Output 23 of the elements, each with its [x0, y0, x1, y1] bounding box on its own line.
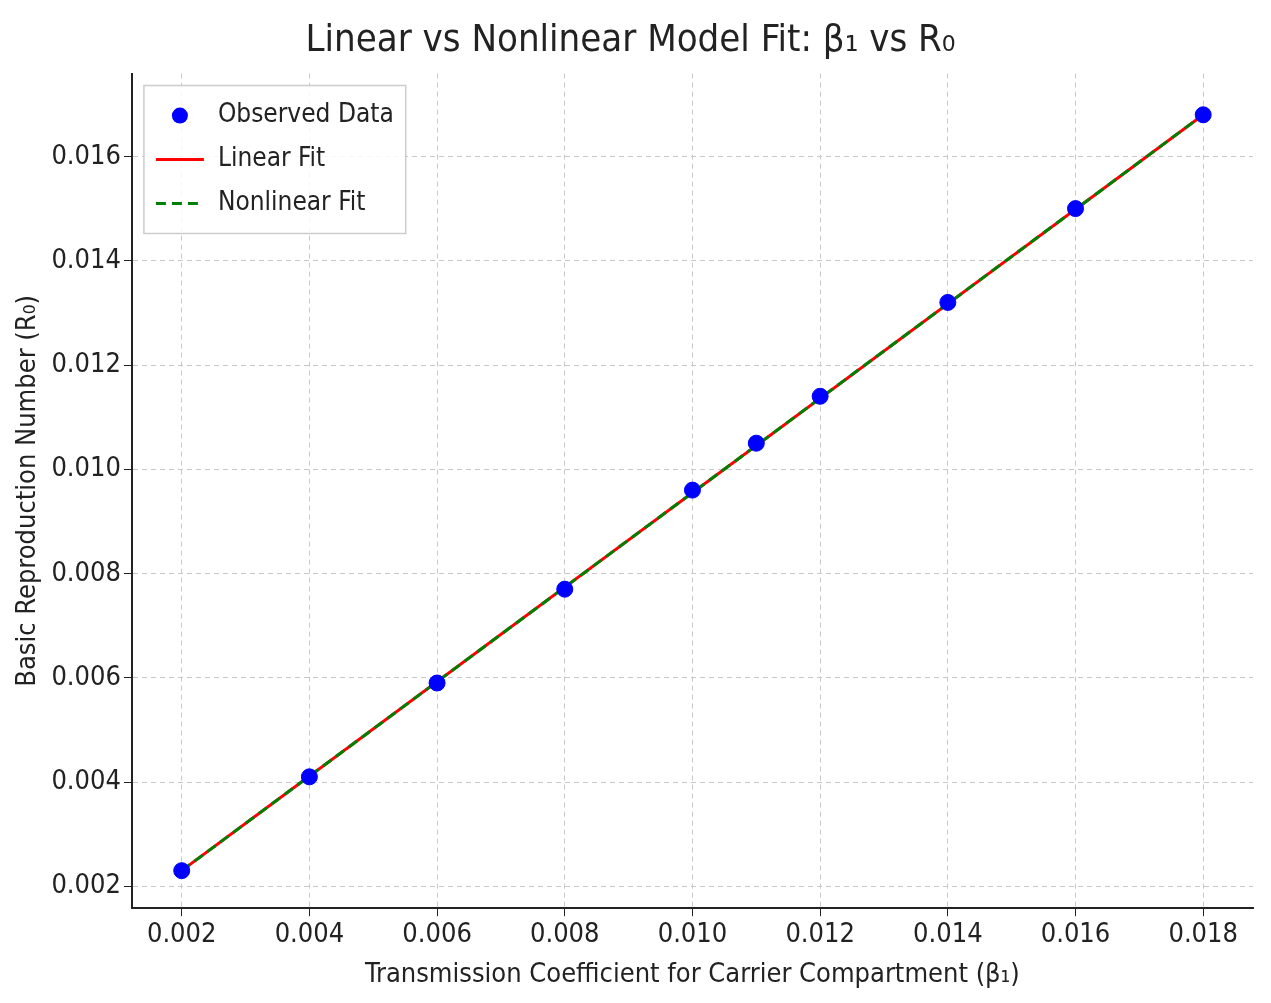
x-axis-title: Transmission Coefficient for Carrier Compartment (β₁) — [364, 956, 1020, 988]
x-tick-label: 0.016 — [1040, 917, 1111, 949]
x-tick-label: 0.014 — [913, 917, 983, 949]
y-tick-label: 0.006 — [51, 659, 121, 691]
x-tick-label: 0.002 — [146, 917, 217, 949]
legend-label: Nonlinear Fit — [217, 186, 366, 217]
chart-title: Linear vs Nonlinear Model Fit: β₁ vs R₀ — [305, 15, 956, 60]
x-tick-label: 0.004 — [274, 917, 345, 949]
y-axis-title: Basic Reproduction Number (R₀) — [10, 295, 42, 687]
y-tick-label: 0.008 — [51, 555, 121, 587]
y-tick-label: 0.012 — [51, 347, 121, 379]
x-tick-label: 0.018 — [1168, 917, 1238, 949]
y-tick-label: 0.004 — [51, 764, 121, 796]
legend-label: Observed Data — [217, 98, 394, 129]
x-tick-label: 0.008 — [530, 917, 600, 949]
x-tick-label: 0.012 — [785, 917, 855, 949]
x-tick-label: 0.010 — [657, 917, 728, 949]
y-tick-label: 0.014 — [51, 242, 121, 274]
y-tick-label: 0.010 — [51, 451, 121, 483]
y-tick-label: 0.002 — [51, 868, 121, 900]
y-tick-label: 0.016 — [51, 138, 121, 170]
legend-label: Linear Fit — [217, 142, 326, 173]
x-tick-label: 0.006 — [402, 917, 472, 949]
